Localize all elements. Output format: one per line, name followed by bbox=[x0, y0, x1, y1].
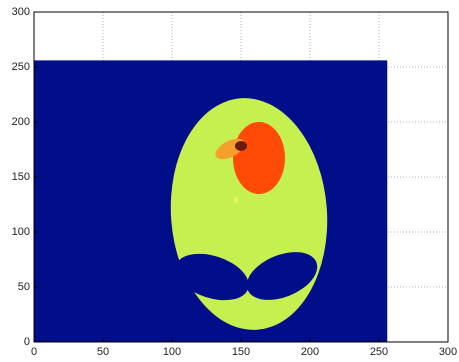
x-tick-label: 100 bbox=[163, 346, 181, 358]
page: {"chart_data": {"type": "image", "xlim":… bbox=[0, 0, 459, 362]
x-tick-label: 200 bbox=[301, 346, 319, 358]
phantom-red-region bbox=[233, 122, 285, 194]
phantom-dark-spot bbox=[235, 141, 247, 151]
x-tick-label: 0 bbox=[31, 346, 37, 358]
image-layer bbox=[34, 60, 387, 342]
phantom-small-dot bbox=[233, 197, 239, 203]
x-tick-label: 150 bbox=[232, 346, 250, 358]
x-tick-label: 250 bbox=[370, 346, 388, 358]
y-tick-label: 200 bbox=[12, 116, 30, 128]
y-tick-label: 300 bbox=[12, 6, 30, 18]
y-tick-label: 100 bbox=[12, 226, 30, 238]
y-tick-label: 250 bbox=[12, 61, 30, 73]
y-tick-label: 150 bbox=[12, 171, 30, 183]
x-tick-label: 300 bbox=[439, 346, 457, 358]
chart: 0 50 100 150 200 250 300 0 50 100 150 200 250 300 bbox=[0, 0, 459, 362]
y-tick-label: 0 bbox=[24, 336, 30, 348]
x-tick-label: 50 bbox=[97, 346, 109, 358]
y-tick-label: 50 bbox=[18, 281, 30, 293]
